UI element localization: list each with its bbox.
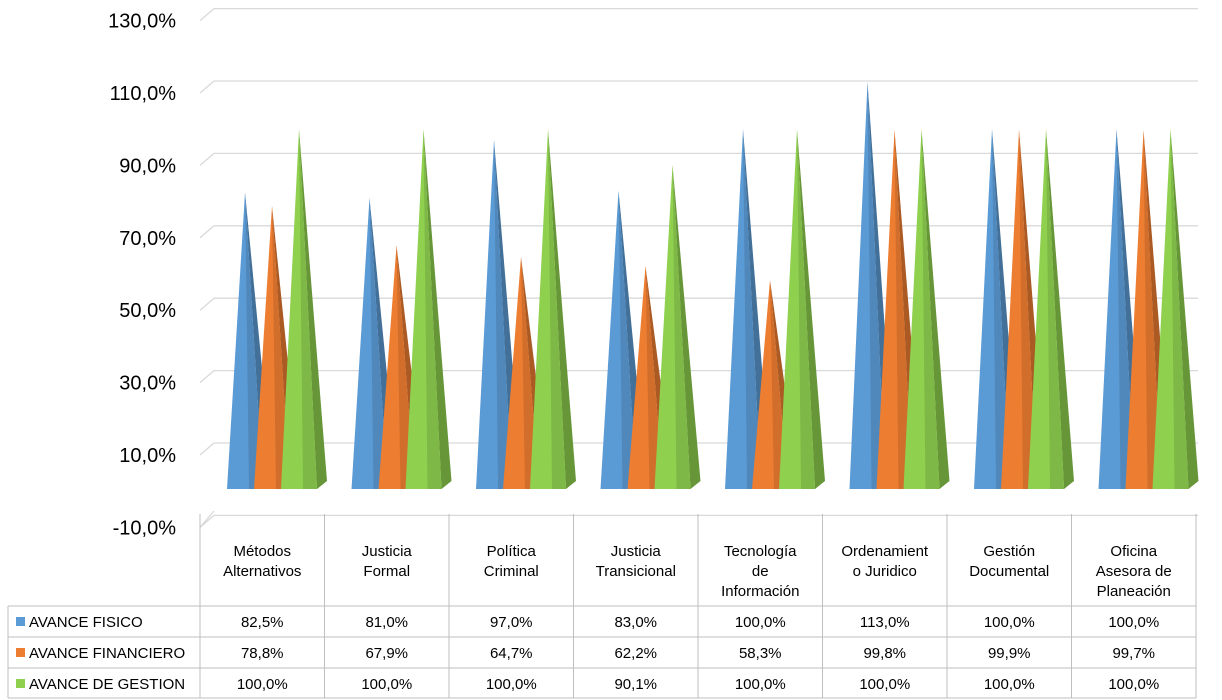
data-table-cell: 58,3% — [739, 645, 782, 662]
category-label: Métodos Alternativos — [223, 543, 301, 580]
cone-side-shade — [743, 129, 761, 489]
data-table-cell: 97,0% — [490, 614, 533, 631]
data-table-cell: 100,0% — [1108, 614, 1159, 631]
legend-label: AVANCE FISICO — [29, 614, 143, 631]
cone-shadow-face — [299, 129, 327, 489]
data-table-cell: 81,0% — [365, 614, 408, 631]
cone-side-shade — [548, 129, 566, 489]
legend-label: AVANCE DE GESTION — [29, 676, 185, 693]
data-table-cell: 99,8% — [863, 645, 906, 662]
category-label: Gestión Documental — [969, 543, 1049, 580]
data-table-cell: 90,1% — [614, 676, 657, 693]
data-table-cell: 62,2% — [614, 645, 657, 662]
data-table-cell: 100,0% — [984, 676, 1035, 693]
data-table-cell: 100,0% — [859, 676, 910, 693]
category-label: Justicia Formal — [362, 543, 413, 580]
y-tick-label: 10,0% — [119, 445, 176, 467]
data-table-cell: 100,0% — [486, 676, 537, 693]
cone-side-shade — [797, 129, 815, 489]
cone-side-shade — [396, 245, 415, 489]
gridline — [199, 80, 215, 94]
y-tick-label: -10,0% — [113, 517, 177, 539]
legend-key — [16, 679, 25, 688]
y-tick-label: 50,0% — [119, 300, 176, 322]
y-tick-label: 110,0% — [110, 83, 177, 105]
data-table-cell: 82,5% — [241, 614, 284, 631]
gridline — [199, 225, 215, 239]
data-table-cell: 100,0% — [237, 676, 288, 693]
cone-side-shade — [1143, 130, 1162, 489]
category-label: Política Criminal — [484, 543, 539, 580]
cone-side-shade — [921, 129, 940, 489]
data-table-cell: 83,0% — [614, 614, 657, 631]
legend-label: AVANCE FINANCIERO — [29, 645, 185, 662]
cone-shadow-face — [1170, 129, 1199, 489]
data-table-cell: 99,9% — [988, 645, 1031, 662]
gridline — [199, 297, 215, 311]
cone-side-shade — [992, 129, 1010, 489]
data-table-cell: 100,0% — [735, 676, 786, 693]
data-table-cell: 78,8% — [241, 645, 284, 662]
cone-shadow-face — [548, 129, 576, 489]
data-table: Métodos Alternativos Justicia Formal Polític… — [7, 514, 1197, 699]
cone-shadow-face — [423, 129, 452, 489]
cone-side-shade — [672, 165, 691, 489]
category-label: Tecnología de Información — [721, 543, 799, 600]
data-table-cell: 100,0% — [361, 676, 412, 693]
cone-shadow-face — [921, 129, 950, 489]
legend-key — [16, 617, 25, 626]
cone-side-shade — [245, 192, 263, 490]
legend-key — [16, 648, 25, 657]
y-axis-tick-labels: -10,0% 10,0% 30,0% 50,0% 70,0% 90,0% 110,0% 130… — [108, 11, 176, 540]
gridline — [199, 370, 215, 384]
cone-shadow-face — [797, 129, 825, 489]
cone-side-shade — [369, 197, 388, 490]
gridline — [199, 8, 215, 22]
cone-bars — [227, 82, 1199, 490]
gridline — [199, 152, 215, 166]
cone-side-shade — [1116, 129, 1135, 489]
cone-side-shade — [867, 82, 886, 489]
gridline — [199, 442, 215, 456]
category-label: Ordenamient o Juridico — [841, 543, 929, 580]
data-table-cell: 100,0% — [1108, 676, 1159, 693]
cone-side-shade — [521, 256, 539, 489]
cone-side-shade — [1170, 129, 1189, 489]
y-tick-label: 70,0% — [119, 228, 176, 250]
data-table-cell: 67,9% — [365, 645, 408, 662]
cone-side-shade — [494, 140, 512, 489]
cone-side-shade — [272, 205, 290, 489]
y-tick-label: 90,0% — [119, 155, 176, 177]
cone-side-shade — [1046, 129, 1064, 489]
data-table-cell: 113,0% — [860, 614, 910, 631]
cone-side-shade — [299, 129, 317, 489]
data-table-cell: 100,0% — [735, 614, 786, 631]
category-label: Justicia Transicional — [596, 543, 676, 580]
y-tick-label: 130,0% — [108, 11, 176, 33]
category-label: Oficina Asesora de Planeación — [1096, 543, 1172, 600]
gridline — [199, 514, 215, 528]
cone-side-shade — [618, 190, 637, 490]
y-tick-label: 30,0% — [119, 373, 176, 395]
cone-side-shade — [894, 129, 913, 489]
cone-shadow-face — [1046, 129, 1074, 489]
data-table-cell: 99,7% — [1112, 645, 1155, 662]
data-table-cell: 64,7% — [490, 645, 533, 662]
data-table-cell: 100,0% — [984, 614, 1035, 631]
cone-side-shade — [423, 129, 442, 489]
cone-shadow-face — [672, 165, 701, 489]
